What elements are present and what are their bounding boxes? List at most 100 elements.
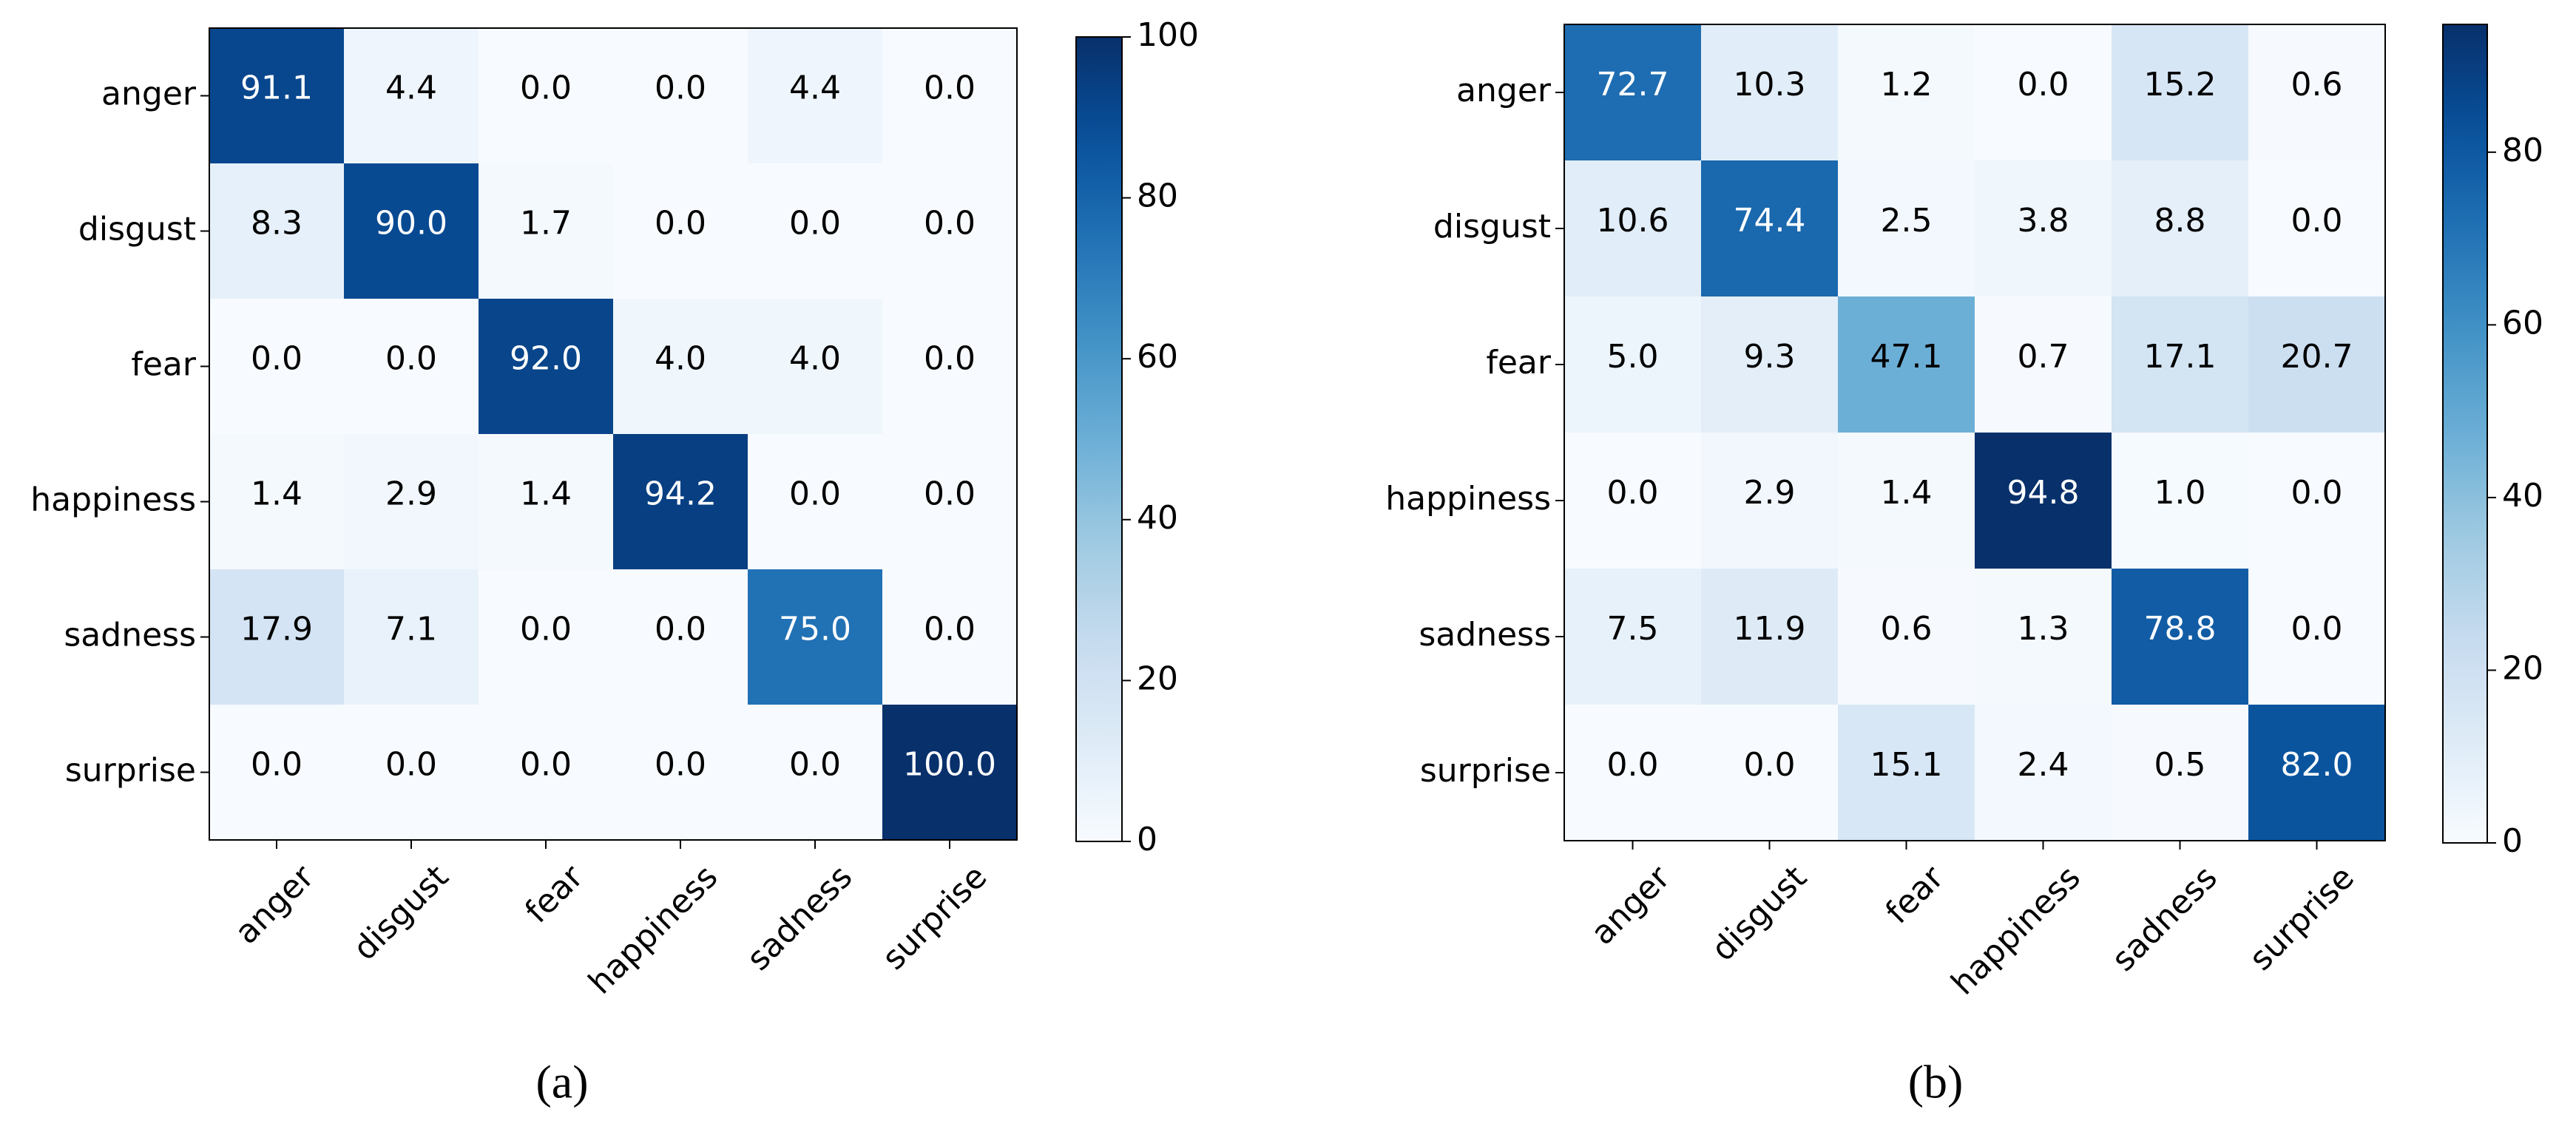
heatmap-cell bbox=[209, 569, 345, 705]
heatmap-cell bbox=[1564, 296, 1702, 433]
cell-value-label: 0.0 bbox=[2291, 202, 2343, 240]
cell-value-label: 4.4 bbox=[385, 70, 437, 107]
cell-value-label: 0.0 bbox=[520, 70, 572, 107]
heatmap-cell bbox=[748, 299, 883, 435]
cell-value-label: 2.5 bbox=[1881, 202, 1933, 240]
heatmap-cell bbox=[479, 28, 614, 164]
cell-value-label: 1.4 bbox=[520, 475, 572, 513]
cell-value-label: 5.0 bbox=[1607, 338, 1659, 376]
colorbar-tick-label: 40 bbox=[2502, 477, 2543, 515]
cell-value-label: 7.5 bbox=[1607, 610, 1659, 648]
colorbar bbox=[2442, 24, 2488, 844]
cell-value-label: 17.9 bbox=[240, 611, 313, 648]
colorbar-tick-label: 20 bbox=[1137, 660, 1178, 697]
cell-value-label: 0.0 bbox=[789, 205, 841, 243]
x-tick-label: disgust bbox=[346, 858, 456, 968]
cell-value-label: 0.0 bbox=[1607, 474, 1659, 512]
cell-value-label: 0.5 bbox=[2154, 746, 2206, 784]
cell-value-label: 75.0 bbox=[779, 611, 851, 648]
heatmap-cell bbox=[1564, 24, 1702, 161]
heatmap-cell bbox=[209, 705, 345, 841]
cell-value-label: 20.7 bbox=[2281, 338, 2353, 376]
y-tick-label: surprise bbox=[1420, 752, 1551, 790]
heatmap-cell bbox=[2248, 433, 2386, 569]
cell-value-label: 0.0 bbox=[924, 611, 976, 648]
cell-value-label: 11.9 bbox=[1734, 610, 1806, 648]
cell-value-label: 1.0 bbox=[2154, 474, 2206, 512]
cell-value-label: 0.0 bbox=[385, 746, 437, 784]
y-tick-label: surprise bbox=[65, 752, 196, 790]
heatmap-cell bbox=[1564, 433, 1702, 569]
cell-value-label: 82.0 bbox=[2281, 746, 2353, 784]
confusion-matrix-panel-b: 72.7 10.3 1.2 0.0 15.2 0.6 10.6 74.4 2.5 3.8 8.8 0.… bbox=[1385, 24, 2543, 1108]
heatmap-cell bbox=[344, 705, 479, 841]
heatmap-cell bbox=[882, 28, 1018, 164]
cell-value-label: 0.0 bbox=[789, 475, 841, 513]
y-tick-label: anger bbox=[101, 75, 197, 113]
heatmap-cell bbox=[209, 28, 345, 164]
y-tick-label: sadness bbox=[64, 617, 196, 654]
cell-value-label: 47.1 bbox=[1870, 338, 1943, 376]
heatmap-cell bbox=[1975, 705, 2112, 841]
heatmap-cell bbox=[344, 569, 479, 705]
cell-value-label: 15.2 bbox=[2144, 66, 2217, 104]
heatmap-cell bbox=[1701, 433, 1839, 569]
heatmap-cell bbox=[2112, 24, 2249, 161]
heatmap-cell bbox=[2248, 24, 2386, 161]
y-tick-label: sadness bbox=[1419, 616, 1551, 654]
heatmap-cell bbox=[1838, 705, 1975, 841]
cell-value-label: 15.1 bbox=[1870, 746, 1943, 784]
heatmap-cell bbox=[344, 299, 479, 435]
heatmap-cell bbox=[209, 434, 345, 570]
cell-value-label: 4.4 bbox=[789, 70, 841, 107]
cell-value-label: 3.8 bbox=[2018, 202, 2069, 240]
cell-value-label: 92.0 bbox=[510, 340, 582, 378]
colorbar-tick-label: 0 bbox=[1137, 821, 1157, 858]
heatmap-frame bbox=[1563, 24, 2386, 841]
x-tick-label: fear bbox=[1879, 858, 1952, 932]
cell-value-label: 1.4 bbox=[251, 475, 302, 513]
heatmap-cell bbox=[613, 163, 748, 299]
cell-value-label: 4.0 bbox=[655, 340, 706, 378]
heatmap-cell bbox=[1701, 705, 1839, 841]
x-tick-label: happiness bbox=[581, 858, 725, 1001]
heatmap-cell bbox=[882, 299, 1018, 435]
cell-value-label: 94.8 bbox=[2007, 474, 2080, 512]
heatmap-cell bbox=[1838, 296, 1975, 433]
heatmap-cell bbox=[1975, 296, 2112, 433]
y-tick-label: happiness bbox=[1385, 480, 1551, 518]
y-tick-label: happiness bbox=[30, 481, 196, 519]
heatmap-cell bbox=[1564, 569, 1702, 705]
colorbar-tick-label: 60 bbox=[2502, 304, 2543, 342]
x-tick-label: anger bbox=[1583, 858, 1677, 952]
cell-value-label: 91.1 bbox=[240, 70, 313, 107]
cell-value-label: 1.2 bbox=[1881, 66, 1933, 104]
x-tick-label: sadness bbox=[2105, 858, 2225, 978]
y-tick-label: fear bbox=[131, 346, 197, 384]
cell-value-label: 0.0 bbox=[520, 746, 572, 784]
cell-value-label: 72.7 bbox=[1597, 66, 1669, 104]
heatmap-cell bbox=[479, 163, 614, 299]
cell-value-label: 0.0 bbox=[251, 746, 302, 784]
heatmap-cell bbox=[209, 299, 345, 435]
x-tick-label: happiness bbox=[1944, 858, 2088, 1002]
heatmap-cell bbox=[2248, 569, 2386, 705]
heatmap-cell bbox=[613, 299, 748, 435]
heatmap-cell bbox=[882, 705, 1018, 841]
cell-value-label: 0.6 bbox=[1881, 610, 1933, 648]
heatmap-cell bbox=[882, 163, 1018, 299]
colorbar-tick-label: 60 bbox=[1137, 338, 1178, 376]
heatmap-frame bbox=[209, 27, 1018, 841]
colorbar bbox=[1075, 36, 1123, 842]
heatmap-cell bbox=[479, 705, 614, 841]
heatmap-cell bbox=[1564, 160, 1702, 297]
heatmap-cell bbox=[1564, 705, 1702, 841]
panel-label: (a) bbox=[535, 1056, 588, 1108]
y-tick-label: disgust bbox=[78, 211, 196, 248]
cell-value-label: 8.8 bbox=[2154, 202, 2206, 240]
panel-label: (b) bbox=[1908, 1056, 1964, 1108]
confusion-matrix-panel-a: 91.1 4.4 0.0 0.0 4.4 0.0 8.3 90.0 1.7 0.0 0.0 0.0 0.… bbox=[30, 16, 1199, 1108]
y-tick-label: disgust bbox=[1433, 208, 1551, 245]
heatmap-cell bbox=[1975, 160, 2112, 297]
colorbar-tick-label: 100 bbox=[1137, 16, 1199, 54]
